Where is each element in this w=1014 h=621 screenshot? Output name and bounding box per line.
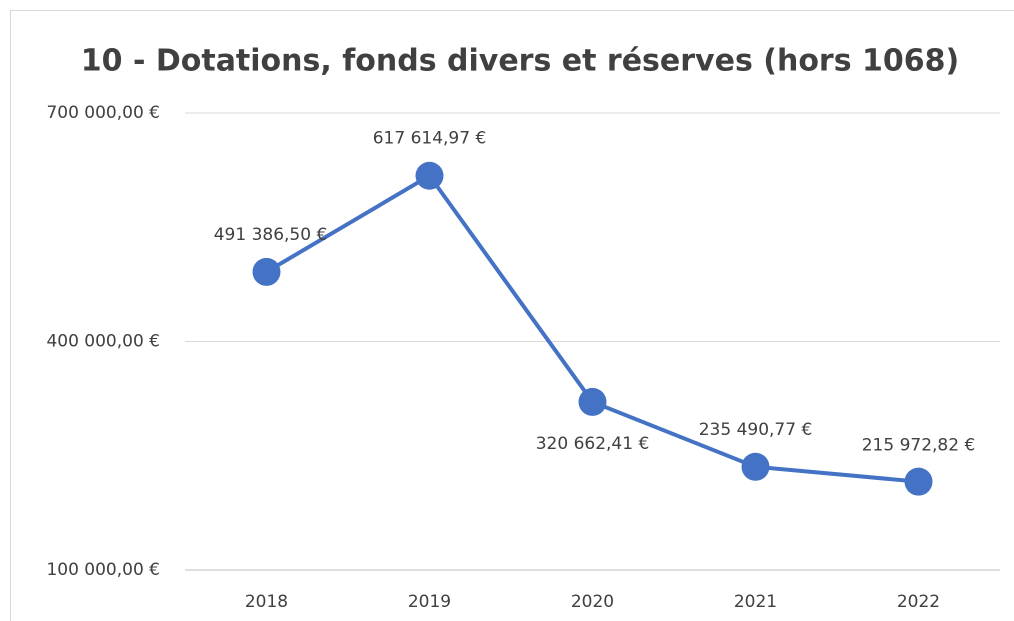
chart-frame <box>10 10 1014 621</box>
data-point <box>415 161 444 190</box>
data-point <box>578 387 607 416</box>
x-tick-label: 2018 <box>245 592 288 612</box>
chart-title: 10 - Dotations, fonds divers et réserves… <box>81 44 959 79</box>
data-label: 617 614,97 € <box>373 129 487 149</box>
x-tick-label: 2019 <box>408 592 451 612</box>
data-point <box>904 467 933 496</box>
x-tick-label: 2021 <box>734 592 777 612</box>
data-label: 491 386,50 € <box>214 225 328 245</box>
data-point <box>741 452 770 481</box>
data-label: 320 662,41 € <box>536 434 650 454</box>
data-label: 235 490,77 € <box>699 420 813 440</box>
y-tick-label: 400 000,00 € <box>46 332 160 352</box>
data-point <box>252 257 281 286</box>
y-tick-label: 700 000,00 € <box>46 103 160 123</box>
x-tick-label: 2022 <box>897 592 940 612</box>
data-label: 215 972,82 € <box>862 436 976 456</box>
x-tick-label: 2020 <box>571 592 614 612</box>
y-tick-label: 100 000,00 € <box>46 560 160 580</box>
